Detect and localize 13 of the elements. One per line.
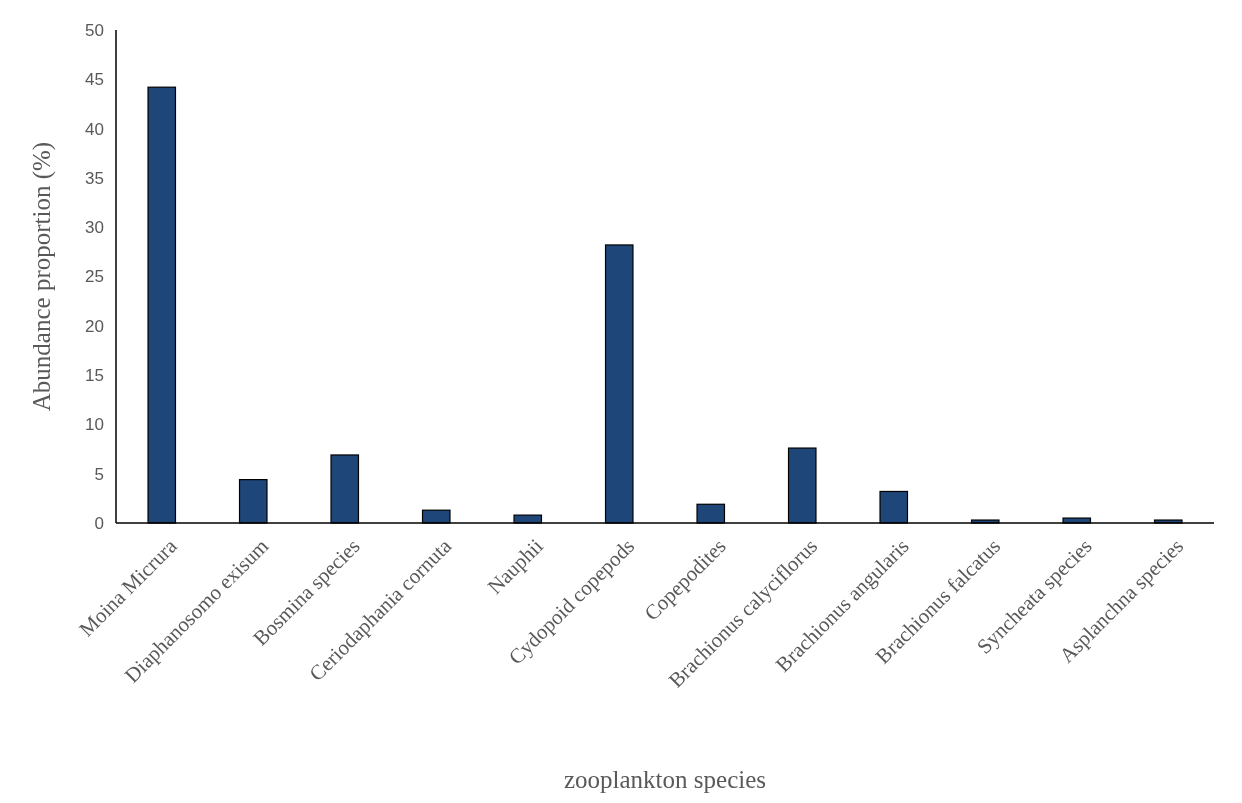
y-tick-label: 45 <box>85 70 104 90</box>
y-tick-label: 30 <box>85 218 104 238</box>
x-axis-title: zooplankton species <box>563 766 767 793</box>
y-tick-label: 35 <box>85 168 104 188</box>
y-tick-label: 25 <box>85 267 104 287</box>
y-tick-label: 40 <box>85 119 104 139</box>
y-axis-title: Abundance proportion (%) <box>28 141 56 412</box>
y-tick-label: 15 <box>85 366 104 386</box>
y-tick-label: 50 <box>85 20 104 40</box>
y-tick-label: 5 <box>94 464 104 484</box>
y-tick-label: 20 <box>85 316 104 336</box>
y-tick-label: 10 <box>85 415 104 435</box>
y-tick-label: 0 <box>94 513 104 533</box>
